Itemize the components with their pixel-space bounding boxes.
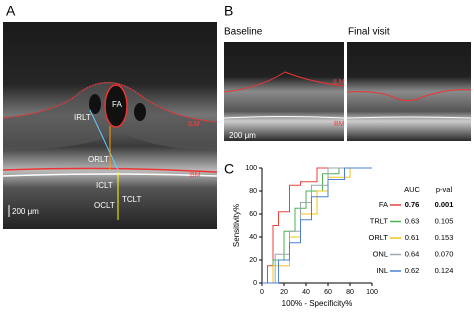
y-tick-label: 60 xyxy=(249,211,257,218)
x-tick-label: 60 xyxy=(324,289,332,296)
table-cell: 0.001 xyxy=(435,200,454,209)
x-tick-label: 100 xyxy=(366,289,378,296)
table-cell: 0.61 xyxy=(405,233,420,242)
annotation: ILM xyxy=(333,79,345,86)
annotation: ORLT xyxy=(88,155,109,164)
legend-label: ORLT xyxy=(369,233,389,242)
table-cell: 0.63 xyxy=(405,216,420,225)
table-cell: 0.76 xyxy=(405,200,420,209)
panel-label: B xyxy=(224,3,233,19)
annotation: ICLT xyxy=(96,181,113,190)
subtitle: Final visit xyxy=(348,27,390,38)
y-tick-label: 40 xyxy=(249,234,257,241)
legend-label: INL xyxy=(376,266,388,275)
panel-label: C xyxy=(224,161,234,177)
annotation: OCLT xyxy=(94,201,115,210)
scale-bar-label: 200 μm xyxy=(229,131,256,140)
table-cell: 0.62 xyxy=(405,266,420,275)
table-header: p-val xyxy=(436,185,453,194)
x-tick-label: 0 xyxy=(260,289,264,296)
oct-image-a xyxy=(2,22,218,229)
x-tick-label: 40 xyxy=(302,289,310,296)
annotation: BM xyxy=(334,121,345,128)
x-tick-label: 20 xyxy=(280,289,288,296)
y-axis-label: Sensitivity% xyxy=(232,204,241,247)
x-tick-label: 80 xyxy=(346,289,354,296)
subtitle: Baseline xyxy=(224,27,263,38)
legend-label: TRLT xyxy=(370,216,389,225)
legend-label: FA xyxy=(379,200,388,209)
annotation: FA xyxy=(112,100,122,109)
table-cell: 0.105 xyxy=(435,216,454,225)
table-cell: 0.64 xyxy=(405,249,420,258)
annotation: TCLT xyxy=(122,195,142,204)
table-cell: 0.153 xyxy=(435,233,454,242)
roc-curve xyxy=(262,167,372,284)
scale-bar-label: 200 μm xyxy=(12,207,39,216)
panel-label: A xyxy=(6,3,16,19)
table-header: AUC xyxy=(404,185,420,194)
y-tick-label: 20 xyxy=(249,257,257,264)
legend-label: ONL xyxy=(373,249,388,258)
y-tick-label: 0 xyxy=(253,280,257,287)
roc-curve xyxy=(262,167,372,284)
annotation: BM xyxy=(190,172,201,179)
table-cell: 0.070 xyxy=(435,249,454,258)
annotation: IRLT xyxy=(74,113,91,122)
oct-image-b xyxy=(223,42,472,141)
y-tick-label: 80 xyxy=(249,188,257,195)
roc-chart: 0 20 40 60 80 100 0 20 40 60 80 100 100% - Specifici… xyxy=(232,165,453,308)
y-tick-label: 100 xyxy=(245,165,257,172)
table-cell: 0.124 xyxy=(435,266,454,275)
x-axis-label: 100% - Specificity% xyxy=(282,299,353,308)
annotation: ILM xyxy=(188,121,200,128)
roc-curve xyxy=(262,167,372,284)
